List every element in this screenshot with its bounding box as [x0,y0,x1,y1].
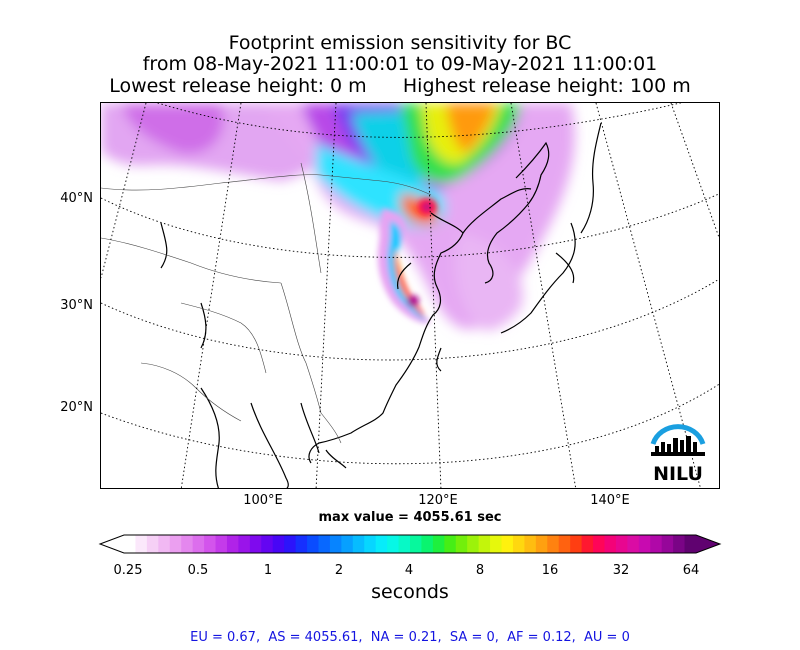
colorbar-tick-1: 1 [263,563,273,578]
lon-label-100E: 100°E [243,493,283,508]
coastlines [160,122,602,488]
colorbar-swatch [410,535,422,553]
colorbar-swatch [375,535,388,553]
colorbar-swatch [673,535,686,553]
map-panel [100,102,720,489]
plot-title: Footprint emission sensitivity for BC [228,32,572,54]
colorbar-swatch [226,535,239,553]
colorbar-swatch [364,535,377,553]
colorbar-swatch [215,535,228,553]
colorbar-tick-0.5: 0.5 [187,563,209,578]
colorbar-swatch [307,535,319,553]
max-value-label: max value = 4055.61 sec [318,510,502,525]
colorbar-swatch [387,535,400,553]
lat-label-40N: 40°N [60,191,93,206]
colorbar-swatch [512,535,525,553]
graticule [101,103,719,488]
lon-label-140E: 140°E [590,493,630,508]
colorbar-swatch [478,535,491,553]
colorbar-swatch [684,535,697,553]
colorbar-tick-8: 8 [475,563,485,578]
colorbar-swatch [593,535,605,553]
colorbar-tick-64: 64 [682,563,700,578]
colorbar-swatch [615,535,628,553]
colorbar-tick-0.25: 0.25 [113,563,143,578]
colorbar-swatch [181,535,194,553]
colorbar-swatch [261,535,274,553]
colorbar-swatch [627,535,640,553]
colorbar-swatch [581,535,594,553]
colorbar-swatch [455,535,468,553]
colorbar-swatch [124,535,136,553]
colorbar-swatch [535,535,548,553]
colorbar-tick-4: 4 [404,563,414,578]
colorbar-tick-16: 16 [541,563,559,578]
colorbar-swatch [146,535,159,553]
colorbar-swatch [284,535,297,553]
colorbar-swatch [444,535,457,553]
colorbar-swatch [432,535,445,553]
nilu-logo: NILU [645,414,711,485]
lat-label-20N: 20°N [60,400,93,415]
plot-subtitle-heights: Lowest release height: 0 m Highest relea… [109,75,691,97]
lat-label-30N: 30°N [60,298,93,313]
logo-arc-icon [650,424,706,445]
colorbar-swatch [352,535,365,553]
colorbar-swatch [650,535,663,553]
colorbar-swatch [158,535,171,553]
colorbar-swatch [604,535,617,553]
colorbar-swatch [135,535,148,553]
colorbar-swatch [421,535,434,553]
colorbar-swatch [204,535,217,553]
plot-subtitle-period: from 08-May-2021 11:00:01 to 09-May-2021… [142,53,658,75]
colorbar-swatch [558,535,571,553]
colorbar-swatch [501,535,514,553]
colorbar-swatch [249,535,262,553]
colorbar-swatch [661,535,674,553]
colorbar-swatch [547,535,560,553]
logo-skyline-icon [651,436,705,456]
colorbar-swatch [238,535,251,553]
colorbar-swatch [524,535,537,553]
colorbar [98,533,722,559]
colorbar-swatch [570,535,583,553]
regional-totals: EU = 0.67, AS = 4055.61, NA = 0.21, SA =… [190,630,630,645]
colorbar-swatch [341,535,354,553]
logo-text: NILU [653,463,703,484]
colorbar-swatch [329,535,342,553]
emission-sensitivity-field [101,103,575,331]
colorbar-units: seconds [371,581,449,603]
colorbar-under-arrow [100,535,124,553]
colorbar-swatch [295,535,308,553]
colorbar-swatch [638,535,651,553]
colorbar-swatch [272,535,285,553]
colorbar-swatch [398,535,411,553]
colorbar-swatch [490,535,503,553]
colorbar-swatch [169,535,182,553]
colorbar-swatch [192,535,205,553]
country-borders [101,162,432,444]
colorbar-outline [98,534,722,554]
colorbar-tick-32: 32 [612,563,630,578]
colorbar-over-arrow [696,535,720,553]
lon-label-120E: 120°E [418,493,458,508]
colorbar-swatch [467,535,480,553]
colorbar-swatch [318,535,331,553]
colorbar-tick-2: 2 [334,563,344,578]
